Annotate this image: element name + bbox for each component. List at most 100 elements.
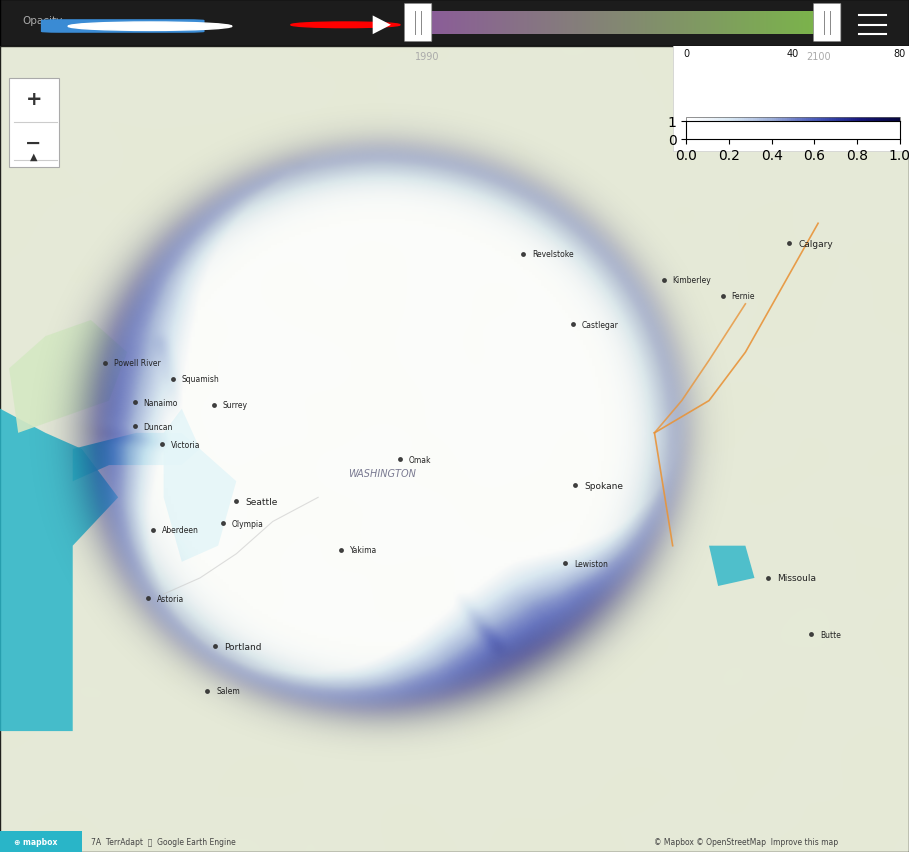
Text: Fernie: Fernie bbox=[732, 292, 755, 301]
Bar bbox=[793, 12, 794, 35]
Bar bbox=[752, 12, 754, 35]
Text: Squamish: Squamish bbox=[182, 375, 220, 384]
Bar bbox=[798, 12, 801, 35]
FancyBboxPatch shape bbox=[405, 4, 432, 43]
Bar bbox=[585, 12, 588, 35]
Bar bbox=[895, 118, 898, 135]
Bar bbox=[699, 118, 701, 135]
Text: Seattle: Seattle bbox=[245, 498, 278, 506]
Bar bbox=[791, 12, 793, 35]
Bar bbox=[686, 118, 900, 135]
Bar bbox=[469, 12, 471, 35]
Text: Kimberley: Kimberley bbox=[673, 276, 712, 285]
Bar bbox=[745, 12, 747, 35]
Bar bbox=[433, 12, 435, 35]
Bar bbox=[436, 12, 438, 35]
Bar bbox=[735, 12, 737, 35]
Text: 2100: 2100 bbox=[805, 52, 831, 61]
Text: Opacity: Opacity bbox=[23, 16, 63, 26]
Bar bbox=[475, 12, 477, 35]
Bar bbox=[808, 118, 810, 135]
Bar bbox=[803, 12, 804, 35]
Bar bbox=[703, 12, 704, 35]
Bar bbox=[504, 12, 506, 35]
Text: Butte: Butte bbox=[820, 630, 841, 639]
Bar bbox=[772, 118, 774, 135]
Bar bbox=[682, 12, 684, 35]
Polygon shape bbox=[73, 434, 200, 481]
Text: Spokane: Spokane bbox=[584, 481, 624, 490]
Bar bbox=[755, 12, 758, 35]
Bar bbox=[611, 12, 613, 35]
Bar bbox=[804, 12, 807, 35]
Bar bbox=[500, 12, 502, 35]
Bar bbox=[520, 12, 523, 35]
Bar bbox=[751, 118, 753, 135]
Bar bbox=[778, 118, 780, 135]
Bar bbox=[477, 12, 479, 35]
Bar bbox=[690, 12, 693, 35]
Bar bbox=[541, 12, 543, 35]
Bar bbox=[438, 12, 441, 35]
Bar bbox=[796, 12, 798, 35]
Bar bbox=[688, 12, 690, 35]
Bar bbox=[765, 12, 768, 35]
Bar bbox=[706, 12, 709, 35]
Bar bbox=[693, 118, 694, 135]
Bar bbox=[876, 118, 878, 135]
Bar bbox=[572, 12, 574, 35]
Bar bbox=[729, 12, 731, 35]
Text: Calgary: Calgary bbox=[798, 239, 833, 249]
Bar bbox=[859, 118, 862, 135]
Bar bbox=[618, 12, 621, 35]
Bar bbox=[480, 12, 482, 35]
Text: +: + bbox=[25, 89, 42, 109]
Bar bbox=[664, 12, 665, 35]
Bar bbox=[608, 12, 611, 35]
Text: 7A  TerrAdapt  🌐  Google Earth Engine: 7A TerrAdapt 🌐 Google Earth Engine bbox=[91, 837, 235, 846]
Bar bbox=[821, 118, 823, 135]
Bar bbox=[418, 12, 420, 35]
Text: WASHINGTON: WASHINGTON bbox=[348, 469, 415, 479]
Bar bbox=[862, 118, 864, 135]
Bar bbox=[545, 12, 547, 35]
Bar bbox=[449, 12, 451, 35]
Bar bbox=[789, 118, 791, 135]
Bar bbox=[827, 118, 829, 135]
Bar bbox=[588, 12, 590, 35]
Bar bbox=[815, 12, 817, 35]
Bar bbox=[776, 118, 778, 135]
Bar bbox=[791, 118, 793, 135]
Bar bbox=[767, 118, 770, 135]
Bar bbox=[678, 12, 680, 35]
Bar bbox=[735, 118, 737, 135]
Text: Missoula: Missoula bbox=[777, 573, 816, 583]
Bar bbox=[795, 118, 797, 135]
Bar bbox=[813, 12, 814, 35]
Bar bbox=[723, 118, 724, 135]
Bar bbox=[467, 12, 469, 35]
Bar bbox=[719, 12, 721, 35]
Bar bbox=[768, 12, 770, 35]
Bar bbox=[813, 118, 814, 135]
Bar bbox=[855, 118, 857, 135]
Bar bbox=[760, 12, 762, 35]
FancyBboxPatch shape bbox=[9, 79, 59, 168]
Bar bbox=[816, 118, 819, 135]
Bar bbox=[894, 118, 895, 135]
Bar bbox=[684, 12, 686, 35]
Text: ⊕ mapbox: ⊕ mapbox bbox=[14, 837, 57, 846]
Circle shape bbox=[68, 23, 232, 32]
Bar bbox=[484, 12, 485, 35]
Bar bbox=[564, 12, 565, 35]
Bar bbox=[814, 118, 816, 135]
Bar bbox=[686, 12, 688, 35]
Text: −: − bbox=[25, 134, 42, 153]
Text: 0: 0 bbox=[684, 49, 689, 59]
Text: © Mapbox © OpenStreetMap  Improve this map: © Mapbox © OpenStreetMap Improve this ma… bbox=[654, 837, 839, 846]
Bar bbox=[784, 118, 786, 135]
FancyBboxPatch shape bbox=[673, 19, 909, 152]
Bar bbox=[840, 118, 843, 135]
Bar bbox=[885, 118, 887, 135]
Bar bbox=[753, 118, 754, 135]
